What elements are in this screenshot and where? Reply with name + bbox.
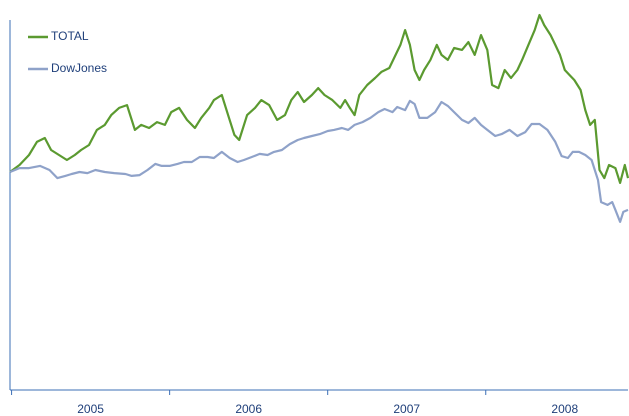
legend-label: TOTAL [51, 29, 89, 43]
x-tick-label: 2007 [393, 402, 420, 416]
line-series [9, 99, 629, 223]
x-tick-label: 2006 [235, 402, 262, 416]
x-tick-label: 2008 [551, 402, 578, 416]
x-tick-label: 2005 [77, 402, 104, 416]
legend-label: DowJones [51, 61, 107, 75]
line-series [9, 13, 629, 184]
